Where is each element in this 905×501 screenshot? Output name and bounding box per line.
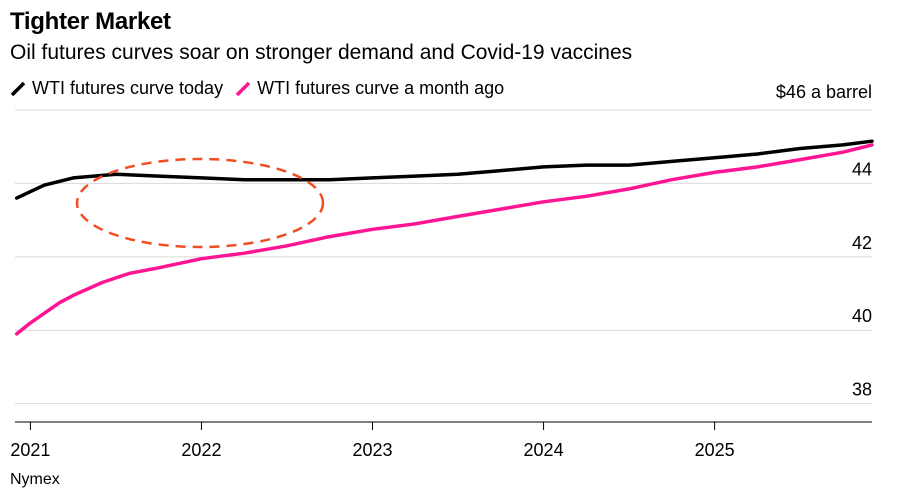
series-layer: [14, 139, 874, 336]
y-unit-label: $46 a barrel: [776, 82, 872, 102]
x-tick-label-2025: 2025: [695, 440, 735, 460]
chart-subtitle: Oil futures curves soar on stronger dema…: [10, 41, 633, 64]
legend-label-today: WTI futures curve today: [32, 78, 224, 98]
legend-swatch-month-ago: [235, 81, 251, 96]
y-tick-label-44: 44: [852, 159, 872, 179]
series-line-1: [14, 143, 874, 336]
x-tick-label-2024: 2024: [524, 440, 564, 460]
chart-title: Tighter Market: [10, 8, 171, 35]
y-axis-labels: 38 40 42 44: [852, 159, 872, 399]
x-tick-label-2023: 2023: [352, 440, 392, 460]
x-tick-label-2021: 2021: [10, 440, 50, 460]
legend-item-today: WTI futures curve today: [10, 78, 223, 99]
y-tick-label-38: 38: [852, 380, 872, 400]
source-note: Nymex: [10, 471, 60, 488]
legend-swatch-today: [10, 81, 26, 96]
x-axis-ticks: 2021 2022 2023 2024 2025: [10, 422, 735, 460]
x-tick-label-2022: 2022: [181, 440, 221, 460]
series-line-0: [14, 139, 874, 200]
gridlines: [15, 109, 872, 405]
y-tick-label-42: 42: [852, 233, 872, 253]
y-tick-label-40: 40: [852, 306, 872, 326]
legend: WTI futures curve today WTI futures curv…: [10, 78, 516, 99]
highlight-ellipse: [75, 157, 325, 249]
legend-item-month-ago: WTI futures curve a month ago: [235, 78, 504, 99]
legend-label-month-ago: WTI futures curve a month ago: [257, 78, 505, 98]
